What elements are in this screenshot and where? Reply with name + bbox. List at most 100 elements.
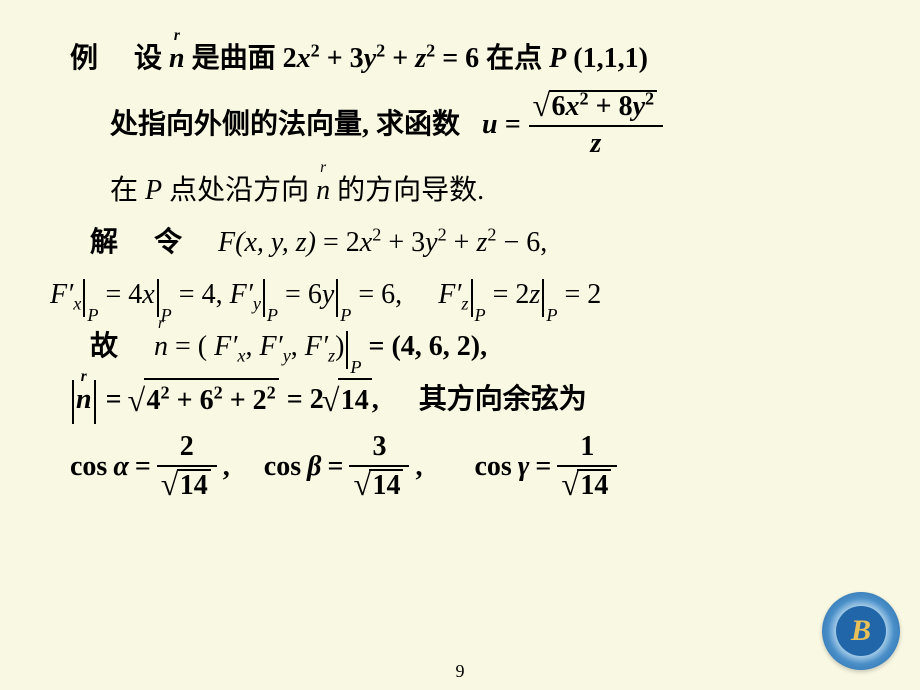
logo-outer-ring: B [822,592,900,670]
Fz-P2: P [546,305,557,325]
eval-P: P [350,357,361,377]
page-number: 9 [456,661,465,682]
normal-vector-value: 故 n = ( F′x, F′y, F′z)P = (4, 6, 2), [90,326,870,368]
alpha: α [113,446,129,488]
num-b: 3 [349,432,409,467]
plus3-2: + 3 [388,227,425,258]
eq-mag: = [106,379,122,421]
coef-6: 6 [552,91,566,122]
comma-b: , [415,446,422,488]
text-surface: 是曲面 [192,43,276,74]
eq-4x: = 4 [105,279,142,310]
vec-value: = (4, 6, 2), [369,331,488,362]
example-label: 例 [70,43,98,74]
close-paren: ) [335,331,344,362]
example-line-2: 处指向外侧的法向量, 求函数 u = 6x2 + 8y2 z [110,90,870,160]
fy2-sub: y [283,345,291,365]
eq-b: = [327,446,343,488]
eq-2: = 2 [323,227,360,258]
y3: y [425,227,437,258]
vector-magnitude: n = 42 + 62 + 22 = 2 14 , 其方向余弦为 [70,378,870,423]
plus-3: + 3 [327,43,364,74]
plus-2: + [454,227,470,258]
sqrt14: 14 [338,378,372,422]
u-equals: u = [482,104,521,146]
logo-glyph: B [836,606,886,656]
F-args: (x, y, z) [235,227,316,258]
val-6: = 6, [358,279,402,310]
F-def: F(x, y, z) = 2x2 + 3y2 + z2 − 6, [218,227,547,258]
direction-cosines: cosα = 2 14 , cosβ = 3 14 , cosγ = 1 14 [70,432,870,502]
text-she: 设 [134,43,162,74]
comma-mag: , [372,379,379,421]
surface-eq: 2x2 + 3y2 + z2 = 6 [283,43,487,74]
F: F [218,227,235,258]
text-gu: 故 [90,331,118,362]
eq-6y: = 6 [285,279,322,310]
var-y: y [364,43,376,74]
text-zai: 在 [110,175,138,206]
var-x2: x [566,91,580,122]
eq-2z: = 2 [493,279,530,310]
vec-n-3: n [154,326,168,368]
eq-a: = [135,446,151,488]
solution-line-1: 解 令 F(x, y, z) = 2x2 + 3y2 + z2 − 6, [90,222,870,264]
fy2: F′ [259,331,282,362]
eq-6: = 6 [442,43,479,74]
comma1: , [245,331,252,362]
vec-n-4: n [76,379,92,421]
den-g: 14 [577,469,611,502]
partial-derivatives: F′xP = 4xP = 4, F′yP = 6yP = 6, F′zP = 2… [50,274,870,316]
var-x: x [297,43,311,74]
text-direction: 点处沿方向 [169,175,309,206]
p6: + 6 [177,385,214,416]
den-z: z [529,127,664,160]
eq-open: = ( [175,331,207,362]
beta: β [307,446,321,488]
fx2: F′ [214,331,237,362]
Fx-sub: x [73,293,81,313]
P-2: P [145,175,162,206]
comma2: , [291,331,298,362]
var-z: z [415,43,426,74]
fz2: F′ [305,331,328,362]
point-coords: (1,1,1) [573,43,648,74]
var-y2: y [633,91,645,122]
Fy-P: P [267,305,278,325]
vector-n: n [169,38,185,80]
r4: 4 [147,385,161,416]
val-2: = 2 [564,279,601,310]
eq-2sqrt: = 2 [287,379,324,421]
Fz-sub: z [461,293,468,313]
text-at-point: 在点 [486,43,542,74]
text-direction-cosines: 其方向余弦为 [419,379,587,421]
x4: x [142,279,154,310]
coef-2: 2 [283,43,297,74]
cos-alpha: cos [70,446,107,488]
Fx: F′ [50,279,73,310]
plus-8: + 8 [596,91,633,122]
den-b: 14 [369,469,403,502]
Fy: F′ [230,279,253,310]
cos-gamma: cos [474,446,511,488]
text-derivative: 的方向导数. [337,175,484,206]
example-line-3: 在 P 点处沿方向 n 的方向导数. [110,170,870,212]
minus-6: − 6, [503,227,547,258]
p2: + 2 [230,385,267,416]
university-logo: B [822,592,900,670]
u-fraction: 6x2 + 8y2 z [529,90,664,160]
text-ling: 令 [154,227,182,258]
Fy-P2: P [340,305,351,325]
cos-beta: cos [264,446,301,488]
comma-a: , [223,446,230,488]
Fy-sub: y [253,293,261,313]
plus: + [392,43,408,74]
point-P: P [549,43,566,74]
val-4: = 4, [179,279,223,310]
text-normal-vector: 处指向外侧的法向量, 求函数 [110,104,460,146]
gamma: γ [518,446,530,488]
y4: y [322,279,334,310]
z3: z [476,227,487,258]
num-a: 2 [157,432,217,467]
Fz: F′ [438,279,461,310]
